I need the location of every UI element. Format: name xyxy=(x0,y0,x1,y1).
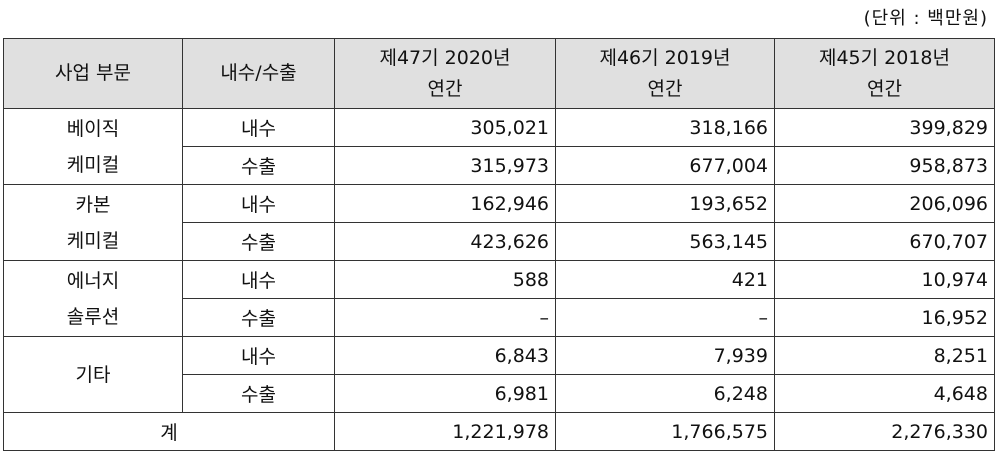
table-row: 카본 케미컬 내수 162,946 193,652 206,096 xyxy=(3,184,995,261)
total-row: 계 1,221,978 1,766,575 2,276,330 xyxy=(3,412,995,451)
segment-name: 카본 케미컬 xyxy=(3,184,183,261)
value-cell: 7,939 xyxy=(555,336,775,375)
value-cell: 10,974 xyxy=(774,260,995,299)
unit-note: (단위 : 백만원) xyxy=(863,8,988,29)
segment-name: 에너지 솔루션 xyxy=(3,260,183,337)
header-row: 사업 부문 내수/수출 제47기 2020년 연간 제46기 2019년 연간 … xyxy=(3,38,995,109)
flow-label: 수출 xyxy=(182,374,335,413)
value-cell: 563,145 xyxy=(555,222,775,261)
value-cell: 6,843 xyxy=(334,336,556,375)
header-period-2020: 제47기 2020년 연간 xyxy=(334,38,556,109)
flow-label: 수출 xyxy=(182,222,335,261)
table-row: 수출 315,973 677,004 958,873 xyxy=(4,146,995,185)
value-cell: 315,973 xyxy=(334,146,556,185)
total-value: 2,276,330 xyxy=(774,412,995,451)
value-cell: 206,096 xyxy=(774,184,995,223)
table-row: 기타 내수 6,843 7,939 8,251 xyxy=(3,336,995,413)
header-period-line1: 제45기 2018년 xyxy=(818,46,950,69)
header-period-line2: 연간 xyxy=(647,77,683,100)
value-cell: 421 xyxy=(555,260,775,299)
value-cell: 193,652 xyxy=(555,184,775,223)
value-cell: 6,248 xyxy=(555,374,775,413)
value-cell: – xyxy=(334,298,556,337)
table-row: 수출 – –16,952 xyxy=(4,298,995,337)
value-cell: 6,981 xyxy=(334,374,556,413)
sales-table: 사업 부문 내수/수출 제47기 2020년 연간 제46기 2019년 연간 … xyxy=(3,38,995,451)
header-period-2018: 제45기 2018년 연간 xyxy=(774,38,995,109)
value-cell: 8,251 xyxy=(774,336,995,375)
total-label: 계 xyxy=(3,412,335,451)
flow-label: 내수 xyxy=(182,108,335,147)
value-cell: 677,004 xyxy=(555,146,775,185)
value-cell: 162,946 xyxy=(334,184,556,223)
header-period-line2: 연간 xyxy=(867,77,902,100)
flow-label: 내수 xyxy=(182,336,335,375)
header-period-line1: 제47기 2020년 xyxy=(379,46,511,69)
value-cell: 670,707 xyxy=(774,222,995,261)
value-cell: 4,648 xyxy=(774,374,995,413)
value-cell: – xyxy=(555,298,775,337)
value-cell: 16,952 xyxy=(774,298,995,337)
table-row: 에너지 솔루션 내수 588 421 10,974 xyxy=(3,260,995,337)
header-period-2019: 제46기 2019년 연간 xyxy=(555,38,775,109)
header-period-line2: 연간 xyxy=(427,77,463,100)
value-cell: 423,626 xyxy=(334,222,556,261)
table-row: 베이직 케미컬 내수 305,021 318,166 399,829 xyxy=(3,108,995,185)
header-period-line1: 제46기 2019년 xyxy=(599,46,731,69)
header-flow: 내수/수출 xyxy=(182,38,335,109)
flow-label: 수출 xyxy=(182,146,335,185)
table-row: 수출 6,981 6,248 4,648 xyxy=(4,374,995,413)
value-cell: 305,021 xyxy=(334,108,556,147)
flow-label: 내수 xyxy=(182,260,335,299)
header-segment: 사업 부문 xyxy=(3,38,183,109)
flow-label: 수출 xyxy=(182,298,335,337)
value-cell: 588 xyxy=(334,260,556,299)
flow-label: 내수 xyxy=(182,184,335,223)
value-cell: 399,829 xyxy=(774,108,995,147)
table-body: 베이직 케미컬 내수 305,021 318,166 399,829 수출 315,973 6… xyxy=(3,108,995,413)
segment-name: 베이직 케미컬 xyxy=(3,108,183,185)
value-cell: 318,166 xyxy=(555,108,775,147)
segment-name: 기타 xyxy=(3,336,183,413)
table-row: 수출 423,626 563,145 670,707 xyxy=(4,222,995,261)
total-value: 1,221,978 xyxy=(334,412,556,451)
total-value: 1,766,575 xyxy=(555,412,775,451)
value-cell: 958,873 xyxy=(774,146,995,185)
